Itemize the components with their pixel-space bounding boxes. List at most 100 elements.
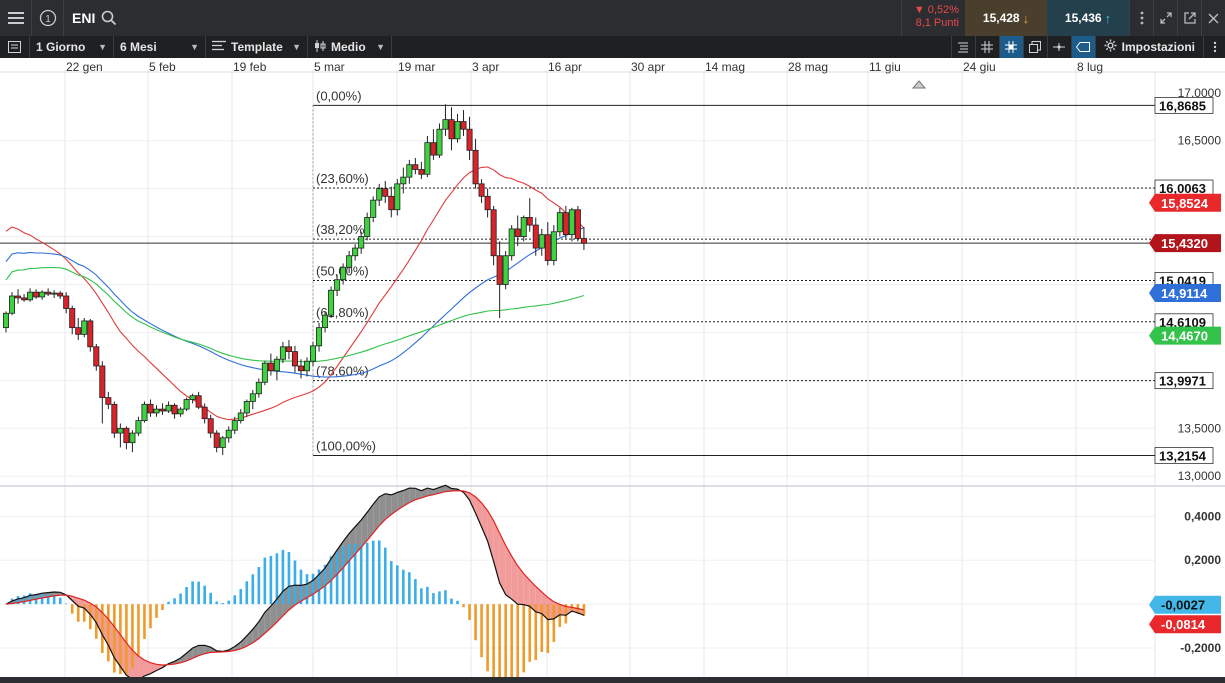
more-options-icon[interactable]	[1129, 0, 1153, 36]
macd-fill	[198, 645, 205, 656]
date-tick-label: 11 giu	[869, 60, 901, 74]
candle-up	[243, 401, 250, 414]
ma100-value-tag: 14,4670	[1161, 329, 1208, 344]
macd-fill	[90, 603, 97, 623]
candle-down	[63, 295, 70, 309]
macd-tick-label: 0,2000	[1184, 553, 1221, 567]
grid-icon[interactable]	[974, 36, 999, 58]
more-options-icon[interactable]	[1203, 36, 1225, 58]
candle-down	[33, 291, 40, 298]
info-circle-icon[interactable]: 1	[32, 0, 64, 36]
candle-up	[340, 266, 347, 281]
macd-fill	[445, 485, 452, 492]
candle-down	[472, 149, 479, 185]
macd-fill	[307, 580, 314, 598]
price-axis: 17,0000 16,5000 13,5000 13,0000 0,4000 0,2000…	[1178, 86, 1222, 655]
candle-down	[285, 346, 292, 352]
candle-up	[303, 360, 310, 372]
candle-down	[544, 234, 551, 261]
macd-fill	[535, 586, 542, 614]
macd-fill	[481, 502, 488, 542]
range-select[interactable]: 6 Mesi ▼	[114, 36, 206, 58]
template-button[interactable]: Template ▼	[206, 36, 308, 58]
macd-fill	[300, 584, 307, 602]
price-tick-label: 13,5000	[1178, 421, 1222, 435]
candle-up	[556, 212, 563, 233]
candle-up	[141, 403, 148, 422]
macd-fill	[325, 558, 332, 586]
close-icon[interactable]	[1201, 0, 1225, 36]
candle-up	[364, 217, 371, 237]
macd-fill	[114, 626, 121, 667]
fib-value-label: 16,0063	[1159, 181, 1206, 196]
candle-down	[466, 128, 473, 151]
candle-up	[568, 209, 575, 236]
candle-up	[508, 228, 515, 257]
list-icon[interactable]	[950, 36, 975, 58]
candle-down	[460, 121, 467, 130]
search-icon[interactable]	[101, 0, 121, 36]
candle-up	[51, 292, 58, 295]
price-chart[interactable]: 22 gen 5 feb 19 feb 5 mar 19 mar 3 apr 16 apr 3…	[0, 58, 1225, 677]
crosshair-grid-icon[interactable]	[998, 36, 1023, 58]
ma20-value-tag: 15,8524	[1161, 196, 1209, 211]
template-label: Template	[231, 40, 283, 54]
macd-fill	[270, 598, 277, 628]
macd-fill	[264, 605, 271, 634]
macd-fill	[144, 660, 151, 676]
ma20-value-tag-box	[1149, 193, 1221, 212]
date-axis: 22 gen 5 feb 19 feb 5 mar 19 mar 3 apr 16 apr 3…	[66, 60, 1103, 74]
candle-up	[231, 420, 238, 431]
candle-down	[87, 320, 94, 348]
date-tick-label: 19 mar	[398, 60, 435, 74]
candle-down	[207, 418, 214, 434]
candle-down	[562, 212, 569, 236]
chart-type-button[interactable]: Medio ▼	[308, 36, 392, 58]
interval-select[interactable]: 1 Giorno ▼	[30, 36, 114, 58]
candle-up	[81, 320, 88, 335]
ask-price-button[interactable]: 15,436 ↑	[1047, 0, 1129, 36]
top-bar: 1 ENI ▼ 0,52% 8,1 Punti 15,428 ↓ 15,436 …	[0, 0, 1225, 36]
hamburger-menu-icon[interactable]	[0, 0, 32, 36]
macd-fill	[361, 512, 368, 548]
candle-down	[213, 432, 220, 448]
date-tick-label: 24 giu	[963, 60, 996, 74]
macd-fill	[349, 526, 356, 561]
ma50-value-tag-box	[1149, 283, 1221, 302]
fibonacci-retracement[interactable]: (0,00%)(23,60%)(38,20%)(50,00%)(61,80%)(…	[0, 88, 1155, 457]
drawing-tool-icon[interactable]	[1046, 36, 1071, 58]
macd-fill	[541, 591, 548, 620]
ask-price: 15,436	[1064, 11, 1102, 25]
instrument-symbol[interactable]: ENI	[72, 10, 96, 26]
date-tick-label: 30 apr	[631, 60, 665, 74]
expand-icon[interactable]	[1153, 0, 1177, 36]
macd-fill	[487, 510, 494, 562]
candle-up	[183, 399, 190, 410]
macd-fill	[96, 606, 103, 635]
macd-fill	[246, 629, 253, 647]
candle-up	[352, 247, 359, 257]
macd-panel	[5, 484, 586, 677]
panel-toggle-icon[interactable]	[0, 36, 30, 58]
fib-value-box	[1154, 372, 1214, 390]
date-tick-label: 28 mag	[788, 60, 828, 74]
template-icon	[212, 40, 226, 54]
popout-icon[interactable]	[1177, 0, 1201, 36]
bid-price-button[interactable]: 15,428 ↓	[965, 0, 1047, 36]
macd-fill	[517, 565, 524, 605]
candle-down	[93, 346, 100, 367]
tag-icon[interactable]	[1070, 36, 1095, 58]
macd-fill	[294, 585, 301, 606]
chevron-down-icon: ▼	[190, 42, 199, 52]
fib-level-label: (0,00%)	[316, 88, 362, 103]
macd-fill	[258, 612, 265, 639]
macd-fill	[78, 598, 85, 609]
candle-down	[484, 195, 491, 211]
candle-up	[225, 429, 232, 439]
settings-button[interactable]: Impostazioni	[1094, 36, 1203, 58]
price-labels: 16,868516,006315,041914,610913,997113,21…	[911, 80, 1221, 634]
macd-fill	[409, 488, 416, 503]
windows-icon[interactable]	[1022, 36, 1047, 58]
candle-up	[9, 295, 16, 314]
change-percent: ▼ 0,52%	[913, 4, 959, 16]
